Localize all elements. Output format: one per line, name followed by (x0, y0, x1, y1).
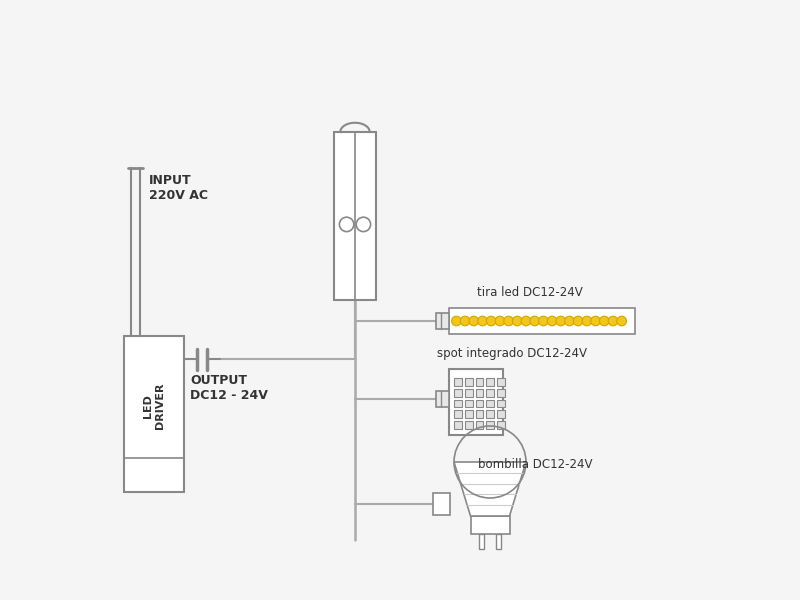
Text: tira led DC12-24V: tira led DC12-24V (477, 286, 583, 299)
Polygon shape (454, 462, 526, 516)
Bar (498, 421, 505, 429)
Circle shape (582, 316, 592, 326)
Circle shape (356, 217, 370, 232)
Circle shape (565, 316, 574, 326)
Circle shape (451, 316, 462, 326)
Circle shape (495, 316, 505, 326)
Bar (334, 132, 376, 300)
Bar (465, 421, 473, 429)
Circle shape (469, 316, 478, 326)
Bar (498, 389, 505, 397)
Bar (498, 400, 505, 407)
Bar (450, 369, 503, 435)
Bar (454, 378, 462, 386)
Bar (436, 313, 450, 329)
Circle shape (478, 316, 487, 326)
Bar (486, 421, 494, 429)
Circle shape (538, 316, 548, 326)
Text: INPUT
220V AC: INPUT 220V AC (149, 174, 208, 202)
Bar (486, 378, 494, 386)
Bar (454, 400, 462, 407)
Bar (454, 410, 462, 418)
Circle shape (513, 316, 522, 326)
Bar (486, 400, 494, 407)
Bar (433, 493, 450, 515)
Bar (454, 389, 462, 397)
Circle shape (530, 316, 539, 326)
Bar (124, 336, 184, 492)
Bar (454, 421, 462, 429)
Bar (479, 534, 484, 549)
Circle shape (460, 316, 470, 326)
Bar (496, 534, 501, 549)
Bar (476, 410, 483, 418)
Bar (465, 378, 473, 386)
Bar (470, 516, 510, 534)
Bar (486, 389, 494, 397)
Bar (498, 378, 505, 386)
Circle shape (504, 316, 514, 326)
Circle shape (547, 316, 557, 326)
Circle shape (486, 316, 496, 326)
Bar (498, 410, 505, 418)
Circle shape (608, 316, 618, 326)
Bar (486, 410, 494, 418)
Circle shape (599, 316, 609, 326)
Bar (465, 389, 473, 397)
Circle shape (590, 316, 601, 326)
Bar (476, 400, 483, 407)
Circle shape (339, 217, 354, 232)
Bar (436, 391, 450, 407)
Bar (476, 378, 483, 386)
Circle shape (617, 316, 626, 326)
Text: LED
DRIVER: LED DRIVER (143, 383, 165, 430)
Bar (476, 421, 483, 429)
Text: bombilla DC12-24V: bombilla DC12-24V (478, 458, 593, 471)
Text: OUTPUT
DC12 - 24V: OUTPUT DC12 - 24V (190, 374, 268, 403)
Circle shape (556, 316, 566, 326)
Bar (465, 400, 473, 407)
Bar (450, 308, 635, 334)
Bar (465, 410, 473, 418)
Circle shape (574, 316, 583, 326)
Circle shape (522, 316, 531, 326)
Text: spot integrado DC12-24V: spot integrado DC12-24V (438, 347, 587, 360)
Bar (476, 389, 483, 397)
